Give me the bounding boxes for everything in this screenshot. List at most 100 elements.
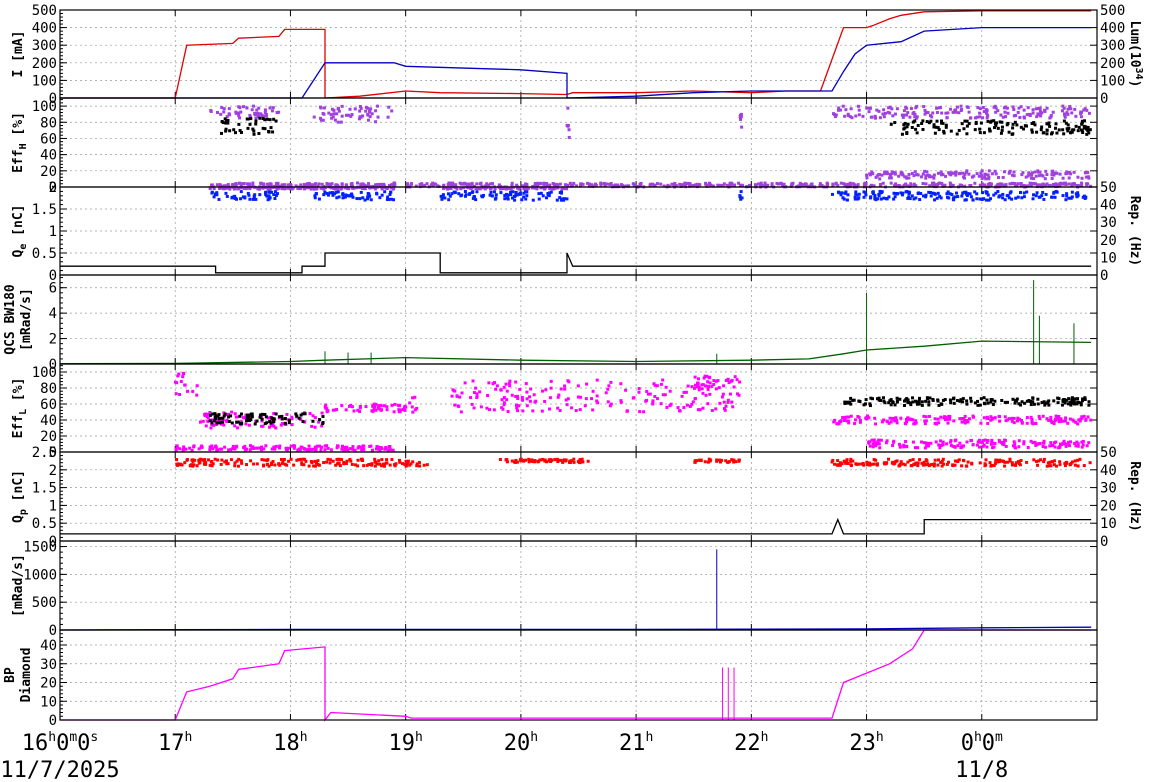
scatter-point <box>982 197 986 201</box>
scatter-point <box>723 408 727 412</box>
scatter-point <box>971 443 975 447</box>
scatter-point <box>351 445 355 449</box>
scatter-point <box>210 421 214 425</box>
scatter-point <box>1025 416 1029 420</box>
scatter-point <box>1019 182 1023 186</box>
scatter-point <box>211 447 215 451</box>
scatter-point <box>976 106 980 110</box>
scatter-point <box>183 447 187 451</box>
scatter-point <box>1067 126 1071 130</box>
scatter-point <box>895 396 899 400</box>
scatter-point <box>973 401 977 405</box>
scatter-point <box>938 446 942 450</box>
scatter-point <box>367 118 371 122</box>
scatter-point <box>408 463 412 467</box>
scatter-point <box>918 396 922 400</box>
scatter-point <box>931 397 935 401</box>
scatter-point <box>1030 417 1034 421</box>
scatter-point <box>589 397 593 401</box>
scatter-point <box>255 462 259 466</box>
scatter-point <box>952 419 956 423</box>
scatter-point <box>1089 418 1093 422</box>
scatter-point <box>715 459 719 463</box>
scatter-point <box>1049 419 1053 423</box>
scatter-point <box>969 396 973 400</box>
scatter-point <box>261 182 265 186</box>
scatter-point <box>279 423 283 427</box>
scatter-point <box>379 404 383 408</box>
scatter-point <box>927 403 931 407</box>
scatter-point <box>1043 401 1047 405</box>
scatter-point <box>1041 182 1045 186</box>
scatter-point <box>924 174 928 178</box>
scatter-point <box>947 460 951 464</box>
scatter-point <box>922 414 926 418</box>
x-tick-label: 22h <box>734 730 768 756</box>
scatter-point <box>234 111 238 115</box>
scatter-point <box>865 173 869 177</box>
scatter-point <box>1073 397 1077 401</box>
scatter-point <box>953 463 957 467</box>
scatter-point <box>739 112 743 116</box>
scatter-point <box>480 184 484 188</box>
scatter-point <box>1087 441 1091 445</box>
scatter-point <box>210 445 214 449</box>
scatter-point <box>888 105 892 109</box>
scatter-point <box>373 457 377 461</box>
scatter-point <box>378 196 382 200</box>
scatter-point <box>269 184 273 188</box>
scatter-point <box>932 182 936 186</box>
scatter-point <box>515 183 519 187</box>
scatter-point <box>831 184 835 188</box>
scatter-point <box>1022 442 1026 446</box>
scatter-point <box>1046 461 1050 465</box>
scatter-point <box>322 461 326 465</box>
scatter-point <box>1011 105 1015 109</box>
scatter-point <box>946 190 950 194</box>
scatter-point <box>606 387 610 391</box>
scatter-point <box>246 117 250 121</box>
scatter-point <box>505 398 509 402</box>
scatter-point <box>632 396 636 400</box>
scatter-point <box>392 198 396 202</box>
scatter-point <box>981 105 985 109</box>
scatter-point <box>850 116 854 120</box>
scatter-point <box>889 403 893 407</box>
scatter-point <box>298 186 302 190</box>
scatter-point <box>883 170 887 174</box>
scatter-point <box>1031 182 1035 186</box>
scatter-point <box>1068 105 1072 109</box>
scatter-point <box>256 115 260 119</box>
scatter-point <box>1069 403 1073 407</box>
scatter-point <box>471 379 475 383</box>
scatter-point <box>984 108 988 112</box>
scatter-point <box>967 417 971 421</box>
scatter-point <box>332 187 336 191</box>
scatter-point <box>882 418 886 422</box>
scatter-point <box>256 113 260 117</box>
scatter-point <box>892 439 896 443</box>
scatter-point <box>956 444 960 448</box>
scatter-point <box>263 118 267 122</box>
scatter-point <box>334 183 338 187</box>
scatter-point <box>984 198 988 202</box>
scatter-point <box>250 415 254 419</box>
scatter-point <box>902 403 906 407</box>
scatter-point <box>895 421 899 425</box>
scatter-point <box>340 104 344 108</box>
scatter-point <box>559 190 563 194</box>
scatter-point <box>350 194 354 198</box>
scatter-point <box>1027 398 1031 402</box>
scatter-point <box>1045 128 1049 132</box>
scatter-point <box>516 193 520 197</box>
scatter-point <box>370 112 374 116</box>
scatter-point <box>275 192 279 196</box>
scatter-point <box>655 384 659 388</box>
scatter-point <box>413 395 417 399</box>
scatter-point <box>359 445 363 449</box>
scatter-point <box>862 403 866 407</box>
scatter-point <box>1043 403 1047 407</box>
scatter-point <box>204 461 208 465</box>
